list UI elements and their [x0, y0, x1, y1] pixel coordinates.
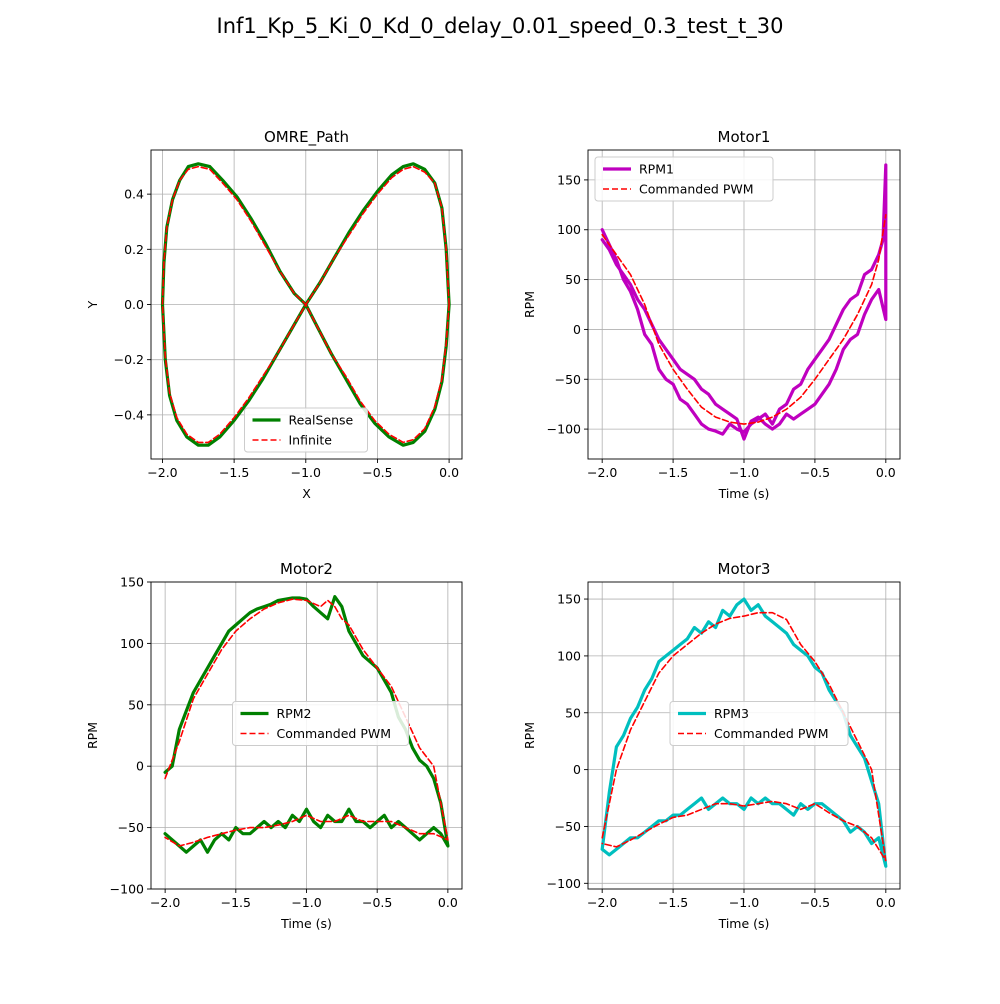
figure-title: Inf1_Kp_5_Ki_0_Kd_0_delay_0.01_speed_0.3…: [216, 14, 784, 38]
motor2-ylabel: RPM: [85, 722, 100, 749]
omre-path-legend: RealSense Infinite: [244, 407, 368, 453]
motor2-legend: RPM2 Commanded PWM: [232, 701, 409, 746]
motor2-series-group: [163, 595, 450, 854]
motor2-xtick-label-4: 0.0: [438, 895, 458, 910]
motor2-ytick-label-0: −100: [110, 882, 144, 897]
omre-path-axes: −2.0 −1.5 −1.0 −0.5 0.0 −0.4 −0.2 0.0 0.2 0.4 OMRE…: [85, 128, 463, 501]
omre-path-xtick-label-2: −1.0: [291, 465, 321, 480]
motor1-ytick-label-0: −100: [547, 422, 581, 437]
motor2-xtick-label-3: −0.5: [362, 895, 392, 910]
motor3-xtick-label-4: 0.0: [876, 895, 896, 910]
motor2-legend-label-1: Commanded PWM: [277, 726, 392, 741]
motor1-legend-box: [594, 156, 774, 202]
omre-path-ylabel: Y: [85, 300, 100, 309]
omre-path-xtick-label-0: −2.0: [147, 465, 177, 480]
motor2-legend-label-0: RPM2: [277, 706, 312, 721]
motor3-ytick-label-2: 0: [573, 762, 581, 777]
motor1-series-1-line: [601, 214, 887, 425]
motor3-xtick-label-0: −2.0: [587, 895, 617, 910]
motor3-xlabel: Time (s): [718, 916, 770, 931]
motor3-legend-label-1: Commanded PWM: [714, 726, 829, 741]
omre-path-series-group: [160, 162, 451, 447]
motor2-legend-box: [232, 701, 409, 746]
omre-path-xtick-label-3: −0.5: [362, 465, 392, 480]
motor2-xlabel: Time (s): [280, 916, 332, 931]
motor3-series-0-line: [600, 597, 888, 868]
omre-path-ytick-label-2: 0.0: [124, 297, 144, 312]
motor3-ytick-label-0: −100: [547, 876, 581, 891]
motor2-xtick-label-0: −2.0: [150, 895, 180, 910]
motor1-xtick-label-2: −1.0: [729, 465, 759, 480]
motor3-series-1-line: [601, 611, 887, 862]
motor2-series-0-line: [163, 595, 450, 854]
motor2-series-1-line: [164, 598, 449, 847]
omre-path-xtick-label-4: 0.0: [439, 465, 459, 480]
motor3-title: Motor3: [718, 560, 771, 578]
motor1-ytick-label-3: 50: [565, 272, 581, 287]
motor2-ytick-label-4: 100: [120, 636, 144, 651]
motor1-title: Motor1: [718, 128, 771, 146]
motor1-ytick-label-4: 100: [557, 222, 581, 237]
motor1-ytick-label-5: 150: [557, 172, 581, 187]
motor3-ylabel: RPM: [522, 722, 537, 749]
omre-path-title: OMRE_Path: [264, 128, 349, 147]
omre-path-legend-label-1: Infinite: [289, 433, 333, 448]
motor1-xtick-label-3: −0.5: [800, 465, 830, 480]
motor1-series-0-line: [600, 163, 888, 441]
motor3-legend: RPM3 Commanded PWM: [669, 701, 849, 746]
motor3-legend-box: [669, 701, 849, 746]
motor1-xtick-label-4: 0.0: [876, 465, 896, 480]
motor1-axes: −2.0 −1.5 −1.0 −0.5 0.0 −100 −50 0 50 100 150 Motor…: [522, 128, 901, 501]
motor2-xtick-label-1: −1.5: [221, 895, 251, 910]
motor2-title: Motor2: [280, 560, 333, 578]
omre-path-ytick-label-1: −0.2: [114, 352, 144, 367]
motor1-legend-label-1: Commanded PWM: [639, 182, 754, 197]
motor1-series-group: [600, 163, 888, 441]
motor3-ytick-label-3: 50: [565, 705, 581, 720]
motor3-xtick-label-3: −0.5: [800, 895, 830, 910]
motor1-xlabel: Time (s): [718, 486, 770, 501]
motor2-ytick-label-3: 50: [128, 697, 144, 712]
motor1-xtick-label-1: −1.5: [658, 465, 688, 480]
motor3-axes: −2.0 −1.5 −1.0 −0.5 0.0 −100 −50 0 50 100 150 Motor…: [522, 560, 901, 931]
omre-path-ytick-label-4: 0.4: [124, 187, 144, 202]
motor2-ytick-label-1: −50: [118, 820, 144, 835]
omre-path-xtick-label-1: −1.5: [219, 465, 249, 480]
motor1-legend-label-0: RPM1: [639, 162, 674, 177]
omre-path-xlabel: X: [302, 486, 311, 501]
motor1-legend: RPM1 Commanded PWM: [594, 156, 774, 202]
motor2-xtick-label-2: −1.0: [291, 895, 321, 910]
motor2-ytick-label-2: 0: [136, 759, 144, 774]
motor3-series-group: [600, 597, 888, 868]
motor1-xtick-label-0: −2.0: [587, 465, 617, 480]
motor3-xtick-label-1: −1.5: [658, 895, 688, 910]
motor3-ytick-label-4: 100: [557, 648, 581, 663]
omre-path-ytick-label-0: −0.4: [114, 407, 144, 422]
omre-path-ytick-label-3: 0.2: [124, 242, 144, 257]
motor2-ytick-label-5: 150: [120, 575, 144, 590]
omre-path-legend-label-0: RealSense: [289, 413, 354, 428]
motor3-legend-label-0: RPM3: [714, 706, 749, 721]
motor3-ytick-label-5: 150: [557, 592, 581, 607]
omre-path-series-1-line: [161, 165, 450, 444]
motor3-xtick-label-2: −1.0: [729, 895, 759, 910]
motor1-ylabel: RPM: [522, 291, 537, 318]
motor3-ytick-label-1: −50: [555, 819, 581, 834]
motor1-ytick-label-1: −50: [555, 372, 581, 387]
motor1-ytick-label-2: 0: [573, 322, 581, 337]
motor2-axes: −2.0 −1.5 −1.0 −0.5 0.0 −100 −50 0 50 100 150 Motor…: [85, 560, 463, 931]
